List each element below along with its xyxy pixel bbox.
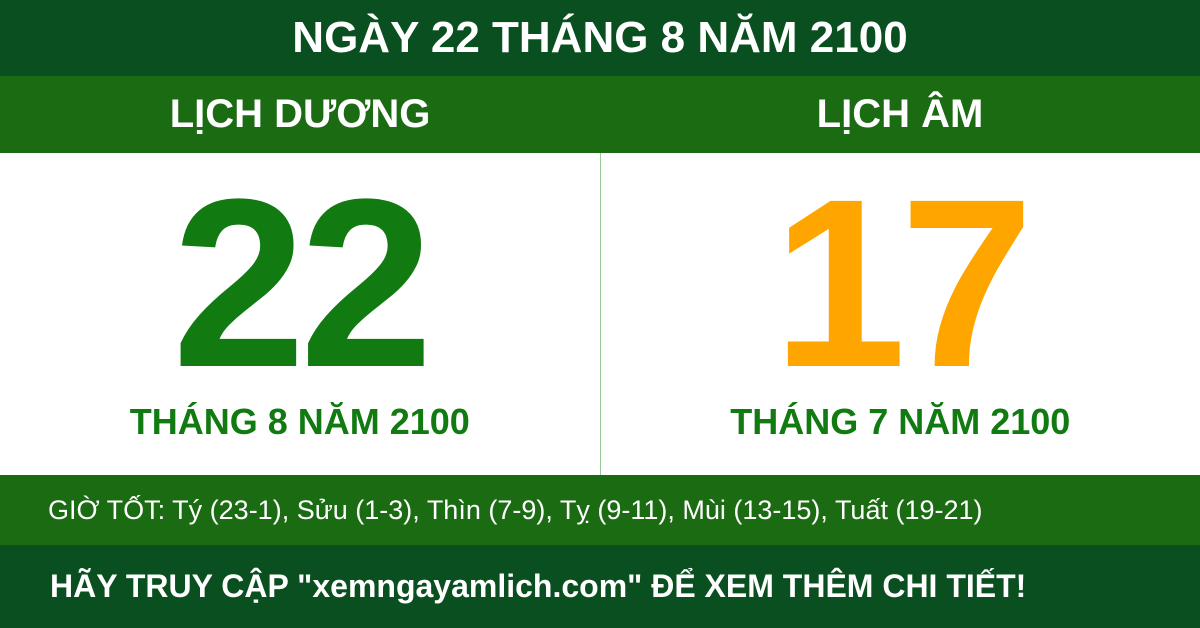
lunar-label: LỊCH ÂM bbox=[816, 92, 984, 136]
solar-label: LỊCH DƯƠNG bbox=[169, 92, 431, 136]
title: NGÀY 22 THÁNG 8 NĂM 2100 bbox=[0, 0, 1200, 76]
solar-col: 22 THÁNG 8 NĂM 2100 bbox=[0, 153, 601, 475]
lunar-day: 17 bbox=[772, 149, 1034, 417]
days: 22 THÁNG 8 NĂM 2100 17 THÁNG 7 NĂM 2100 bbox=[0, 153, 1200, 475]
lunar-col: 17 THÁNG 7 NĂM 2100 bbox=[601, 153, 1200, 475]
lunar-month-year: THÁNG 7 NĂM 2100 bbox=[730, 401, 1071, 442]
label-row: LỊCH DƯƠNG LỊCH ÂM bbox=[0, 76, 1200, 153]
good-hours: GIỜ TỐT: Tý (23-1), Sửu (1-3), Thìn (7-9… bbox=[0, 475, 1200, 545]
solar-day: 22 bbox=[172, 149, 433, 417]
solar-month-year: THÁNG 8 NĂM 2100 bbox=[129, 401, 470, 442]
footer: HÃY TRUY CẬP "xemngayamlich.com" ĐỂ XEM … bbox=[0, 545, 1200, 628]
